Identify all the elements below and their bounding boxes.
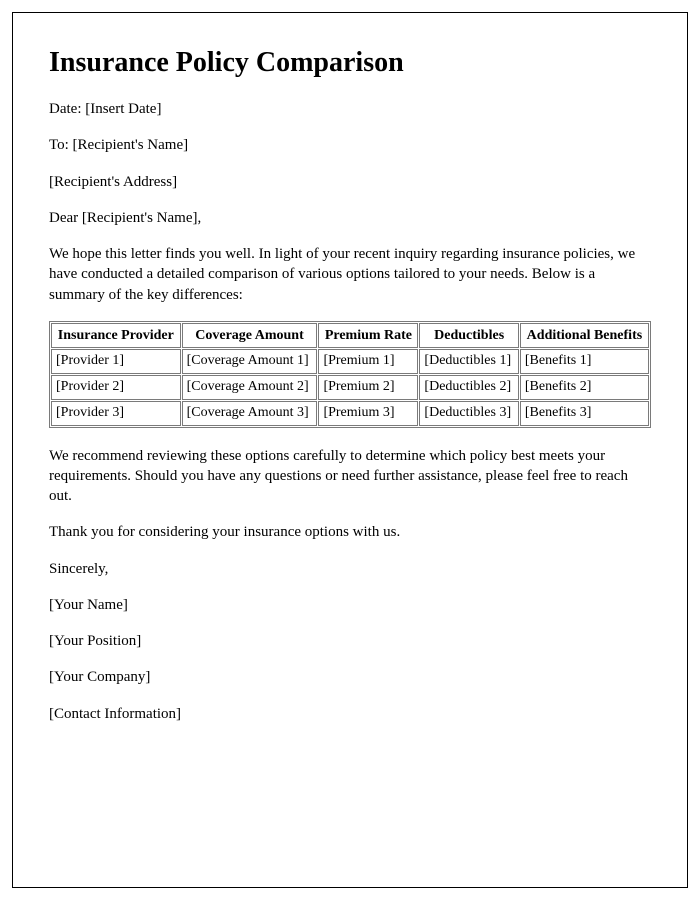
col-benefits: Additional Benefits [520,323,649,349]
address-line: [Recipient's Address] [49,172,651,192]
page-title: Insurance Policy Comparison [49,47,651,79]
to-line: To: [Recipient's Name] [49,135,651,155]
closing-line: Sincerely, [49,559,651,579]
cell-provider: [Provider 1] [51,349,181,374]
table-header-row: Insurance Provider Coverage Amount Premi… [51,323,649,349]
signature-contact: [Contact Information] [49,704,651,724]
thanks-line: Thank you for considering your insurance… [49,522,651,542]
cell-premium: [Premium 2] [318,375,418,400]
cell-deductibles: [Deductibles 3] [419,401,518,426]
signature-company: [Your Company] [49,667,651,687]
signature-position: [Your Position] [49,631,651,651]
cell-premium: [Premium 3] [318,401,418,426]
document-page: Insurance Policy Comparison Date: [Inser… [12,12,688,888]
comparison-table: Insurance Provider Coverage Amount Premi… [49,321,651,428]
table-row: [Provider 3] [Coverage Amount 3] [Premiu… [51,401,649,426]
cell-provider: [Provider 2] [51,375,181,400]
col-provider: Insurance Provider [51,323,181,349]
signature-name: [Your Name] [49,595,651,615]
col-deductibles: Deductibles [419,323,518,349]
col-premium: Premium Rate [318,323,418,349]
table-row: [Provider 1] [Coverage Amount 1] [Premiu… [51,349,649,374]
intro-paragraph: We hope this letter finds you well. In l… [49,244,651,305]
cell-deductibles: [Deductibles 1] [419,349,518,374]
cell-provider: [Provider 3] [51,401,181,426]
table-row: [Provider 2] [Coverage Amount 2] [Premiu… [51,375,649,400]
cell-deductibles: [Deductibles 2] [419,375,518,400]
date-line: Date: [Insert Date] [49,99,651,119]
cell-coverage: [Coverage Amount 2] [182,375,318,400]
recommendation-paragraph: We recommend reviewing these options car… [49,446,651,507]
cell-benefits: [Benefits 2] [520,375,649,400]
cell-benefits: [Benefits 1] [520,349,649,374]
col-coverage: Coverage Amount [182,323,318,349]
cell-coverage: [Coverage Amount 1] [182,349,318,374]
cell-benefits: [Benefits 3] [520,401,649,426]
cell-premium: [Premium 1] [318,349,418,374]
cell-coverage: [Coverage Amount 3] [182,401,318,426]
salutation: Dear [Recipient's Name], [49,208,651,228]
